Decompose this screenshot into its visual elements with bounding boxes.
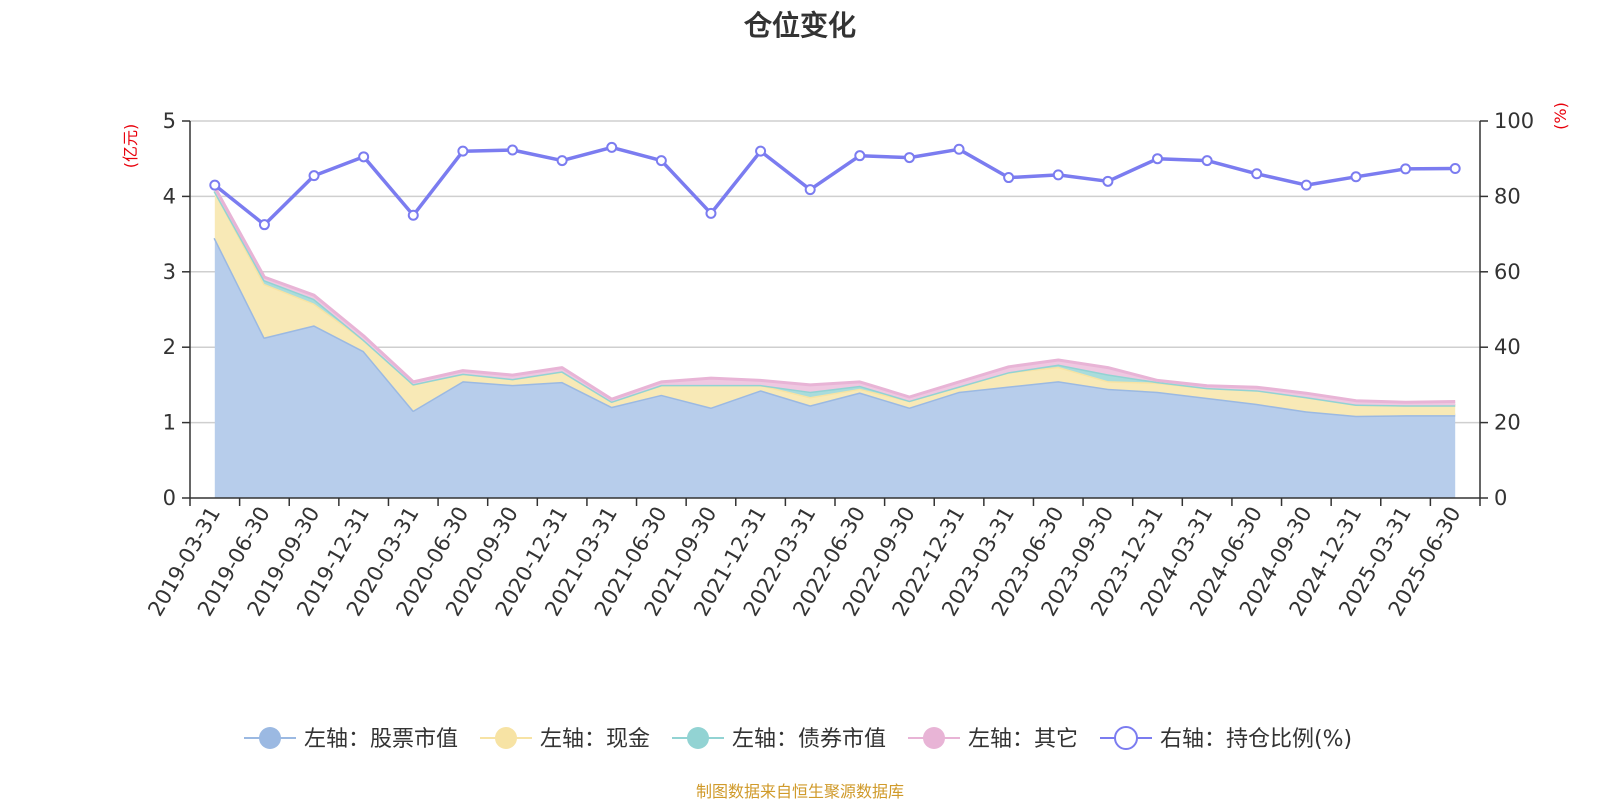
left-tick-label: 1: [163, 411, 176, 435]
source-note: 制图数据来自恒生聚源数据库: [695, 782, 904, 801]
holding-ratio-line: [213, 145, 1456, 227]
holding-ratio-point: [407, 209, 419, 221]
legend-item-2: 左轴：债券市值: [672, 727, 886, 752]
legend-marker: [495, 727, 517, 749]
legend-item-0: 左轴：股票市值: [244, 727, 458, 752]
legend-label: 左轴：股票市值: [304, 727, 458, 752]
right-tick-label: 20: [1494, 411, 1521, 435]
left-tick-label: 3: [163, 260, 176, 284]
left-axis-unit: (亿元): [121, 124, 140, 169]
holding-ratio-point: [209, 179, 221, 191]
area-series-3: [214, 187, 1456, 406]
legend-marker: [687, 727, 709, 749]
holding-ratio-point: [854, 150, 866, 162]
legend-label: 左轴：现金: [540, 727, 650, 752]
legend-marker: [923, 727, 945, 749]
legend-item-4: 右轴：持仓比例(%): [1100, 726, 1352, 752]
right-tick-label: 60: [1494, 260, 1521, 284]
holding-ratio-point: [1400, 163, 1412, 175]
holding-ratio-point: [606, 141, 618, 153]
legend-item-3: 左轴：其它: [908, 727, 1078, 752]
holding-ratio-point: [556, 155, 568, 167]
legend-item-1: 左轴：现金: [480, 727, 650, 752]
area-layer: [213, 186, 1456, 498]
left-tick-label: 4: [163, 184, 176, 208]
holding-ratio-point: [1251, 168, 1263, 180]
holding-ratio-point: [1003, 172, 1015, 184]
holding-ratio-point: [755, 145, 767, 157]
holding-ratio-point: [507, 144, 518, 156]
holding-ratio-point: [358, 151, 370, 163]
legend-marker: [1114, 726, 1138, 750]
legend-label: 左轴：其它: [968, 727, 1078, 752]
legend-label: 右轴：持仓比例(%): [1160, 727, 1352, 752]
chart-title: 仓位变化: [743, 9, 856, 42]
left-tick-label: 0: [163, 486, 176, 510]
holding-ratio-point: [1152, 153, 1163, 165]
area-series-0: [214, 237, 1456, 498]
holding-ratio-point: [1350, 171, 1362, 183]
holding-ratio-point: [804, 184, 816, 196]
holding-ratio-point: [903, 152, 915, 164]
legend-label: 左轴：债券市值: [732, 727, 886, 752]
holding-ratio-point: [1102, 175, 1114, 187]
holding-ratio-point: [308, 170, 320, 182]
holding-ratio-point: [705, 207, 717, 219]
right-tick-label: 0: [1494, 486, 1507, 510]
legend-marker: [259, 727, 281, 749]
holding-ratio-point: [457, 145, 469, 157]
holding-ratio-point: [1449, 163, 1461, 175]
holding-ratio-point: [1300, 179, 1312, 191]
legend: 左轴：股票市值 左轴：现金 左轴：债券市值 左轴：其它 右轴：持仓比例(%): [244, 726, 1352, 752]
holding-ratio-point: [1201, 155, 1213, 167]
holding-ratio-point: [953, 143, 965, 155]
right-tick-label: 100: [1494, 109, 1534, 133]
left-tick-label: 5: [163, 109, 176, 133]
area-line-series-3: [213, 186, 1456, 404]
left-tick-label: 2: [163, 335, 176, 359]
right-axis-unit: (%): [1551, 102, 1570, 130]
holding-ratio-point: [1052, 169, 1064, 181]
area-line-series-2: [213, 190, 1456, 407]
line-layer: [209, 141, 1461, 231]
holding-ratio-point: [655, 155, 667, 167]
holding-ratio-point: [258, 219, 270, 231]
right-tick-label: 40: [1494, 335, 1521, 359]
right-tick-label: 80: [1494, 184, 1521, 208]
